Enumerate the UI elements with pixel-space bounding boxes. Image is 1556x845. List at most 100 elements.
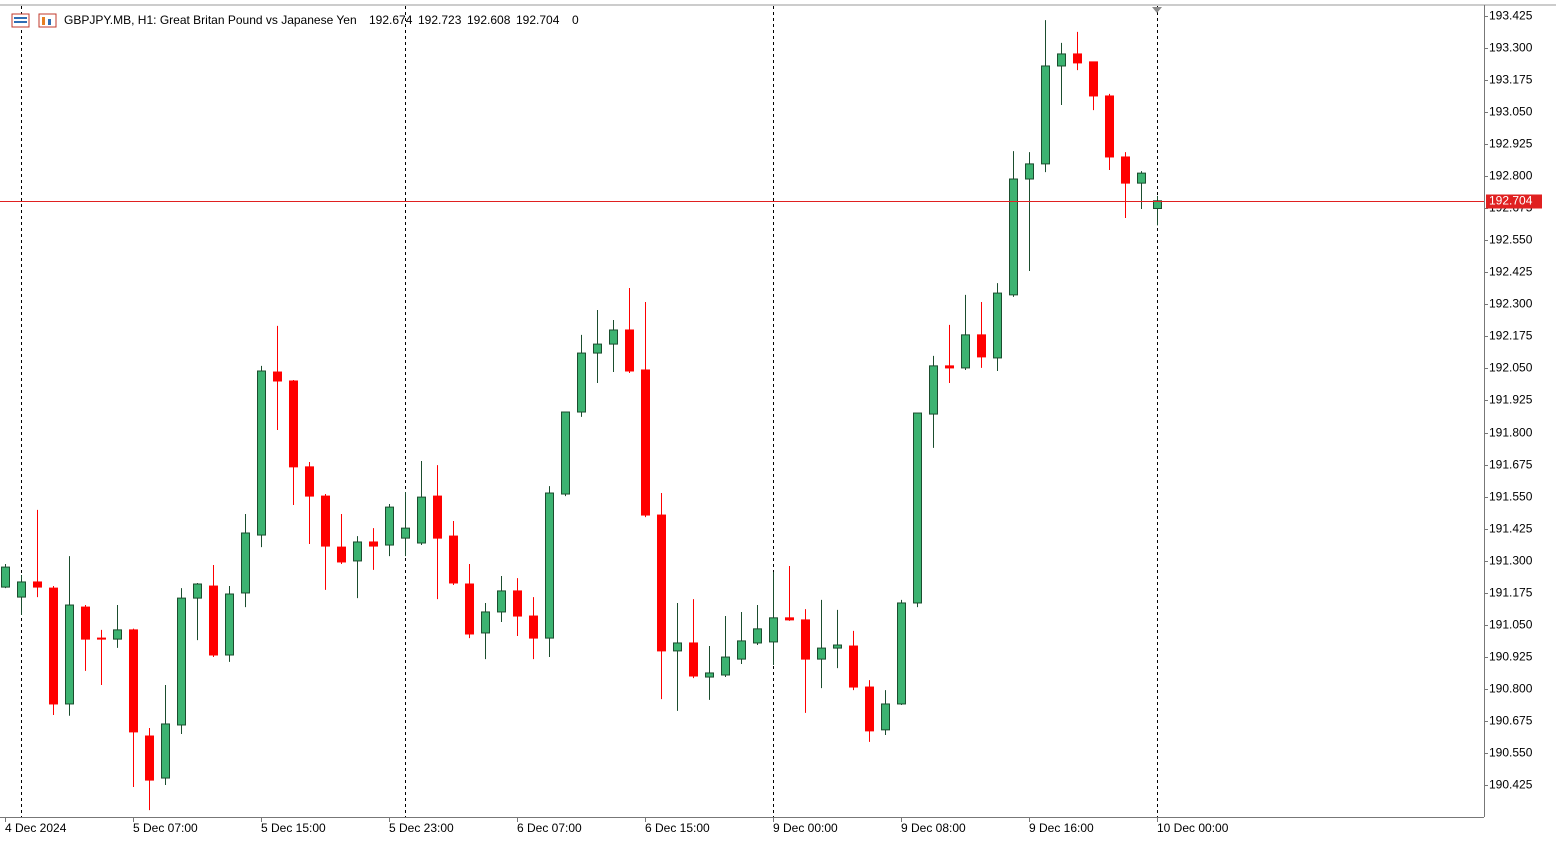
candle-body: [305, 466, 314, 497]
candle-body: [369, 541, 378, 547]
candle-body: [1105, 95, 1114, 158]
candle-body: [593, 343, 602, 354]
header-high: 192.723: [418, 13, 462, 27]
x-tick-label: 6 Dec 07:00: [517, 821, 582, 835]
candle-body: [801, 619, 810, 660]
x-tick-label: 9 Dec 16:00: [1029, 821, 1094, 835]
candle-body: [705, 672, 714, 678]
x-tick-label: 5 Dec 07:00: [133, 821, 198, 835]
candle-body: [113, 629, 122, 640]
y-tick-label: 190.425: [1489, 778, 1533, 792]
candle-body: [257, 370, 266, 536]
candle-body: [961, 334, 970, 369]
x-tick-label: 6 Dec 15:00: [645, 821, 710, 835]
candle-body: [1009, 178, 1018, 296]
candle-body: [641, 369, 650, 516]
y-tick-label: 191.175: [1489, 586, 1533, 600]
candles: [1, 20, 1162, 811]
y-tick-label: 192.175: [1489, 329, 1533, 343]
candle-body: [129, 629, 138, 733]
candle-body: [657, 514, 666, 652]
y-tick-label: 191.550: [1489, 490, 1533, 504]
chart-title: GBPJPY.MB, H1: Great Britan Pound vs Jap…: [64, 13, 357, 27]
y-tick-label: 193.425: [1489, 9, 1533, 23]
x-tick-label: 4 Dec 2024: [5, 821, 67, 835]
candle-body: [689, 642, 698, 677]
header-spread: 0: [572, 13, 579, 27]
y-tick-label: 190.550: [1489, 746, 1533, 760]
candle-body: [1057, 53, 1066, 67]
icon: [38, 13, 57, 28]
candle-body: [609, 329, 618, 345]
x-tick-label: 9 Dec 00:00: [773, 821, 838, 835]
y-tick-label: 193.050: [1489, 105, 1533, 119]
y-tick-label: 191.675: [1489, 458, 1533, 472]
candle-body: [81, 606, 90, 640]
candle-body: [577, 352, 586, 413]
candle-body: [769, 617, 778, 643]
y-tick-label: 191.300: [1489, 554, 1533, 568]
candle-body: [17, 581, 26, 598]
icon-part: [14, 17, 27, 19]
x-tick-label: 5 Dec 23:00: [389, 821, 454, 835]
candle-body: [465, 583, 474, 635]
candle-body: [865, 686, 874, 732]
candle-body: [145, 735, 154, 781]
candle-body: [1073, 53, 1082, 64]
candle-body: [945, 365, 954, 369]
candle-body: [449, 535, 458, 584]
x-tick-label: 10 Dec 00:00: [1157, 821, 1229, 835]
candle-body: [1041, 65, 1050, 165]
candle-body: [385, 506, 394, 546]
y-tick-label: 191.425: [1489, 522, 1533, 536]
candle-body: [177, 597, 186, 726]
candle-body: [481, 611, 490, 634]
candle-body: [849, 645, 858, 688]
candle-body: [161, 723, 170, 779]
y-tick-label: 192.550: [1489, 233, 1533, 247]
candle-body: [49, 587, 58, 705]
x-tick-label: 9 Dec 08:00: [901, 821, 966, 835]
y-tick-label: 190.925: [1489, 650, 1533, 664]
y-tick-label: 192.050: [1489, 361, 1533, 375]
candle-body: [321, 495, 330, 547]
candle-body: [337, 546, 346, 563]
y-tick-label: 192.925: [1489, 137, 1533, 151]
header-open: 192.674: [369, 13, 413, 27]
candle-body: [625, 329, 634, 372]
icon-part: [42, 17, 45, 25]
candle-body: [1089, 61, 1098, 97]
header-close: 192.704: [516, 13, 560, 27]
y-tick-label: 191.800: [1489, 426, 1533, 440]
candle-body: [977, 334, 986, 358]
candle-body: [673, 642, 682, 652]
y-tick-label: 191.925: [1489, 393, 1533, 407]
candle-body: [97, 637, 106, 640]
y-tick-label: 192.800: [1489, 169, 1533, 183]
header-icons: [11, 13, 57, 28]
header-low: 192.608: [467, 13, 511, 27]
candle-body: [353, 541, 362, 562]
y-tick-label: 192.425: [1489, 265, 1533, 279]
candle-body: [737, 640, 746, 660]
candle-body: [833, 644, 842, 649]
candle-body: [561, 411, 570, 495]
candle-body: [65, 604, 74, 705]
candle-body: [785, 617, 794, 621]
candle-body: [993, 292, 1002, 359]
candle-body: [433, 495, 442, 539]
icon-part: [48, 19, 51, 25]
shift-marker: [1152, 7, 1162, 13]
candle-body: [513, 590, 522, 617]
candle-body: [193, 583, 202, 599]
icon: [11, 13, 30, 28]
candle-body: [497, 590, 506, 613]
candle-body: [273, 371, 282, 382]
candle-body: [929, 365, 938, 415]
candle-body: [401, 527, 410, 539]
candle-body: [897, 602, 906, 705]
candle-body: [1153, 200, 1162, 209]
price-label: 192.704: [1489, 194, 1533, 208]
